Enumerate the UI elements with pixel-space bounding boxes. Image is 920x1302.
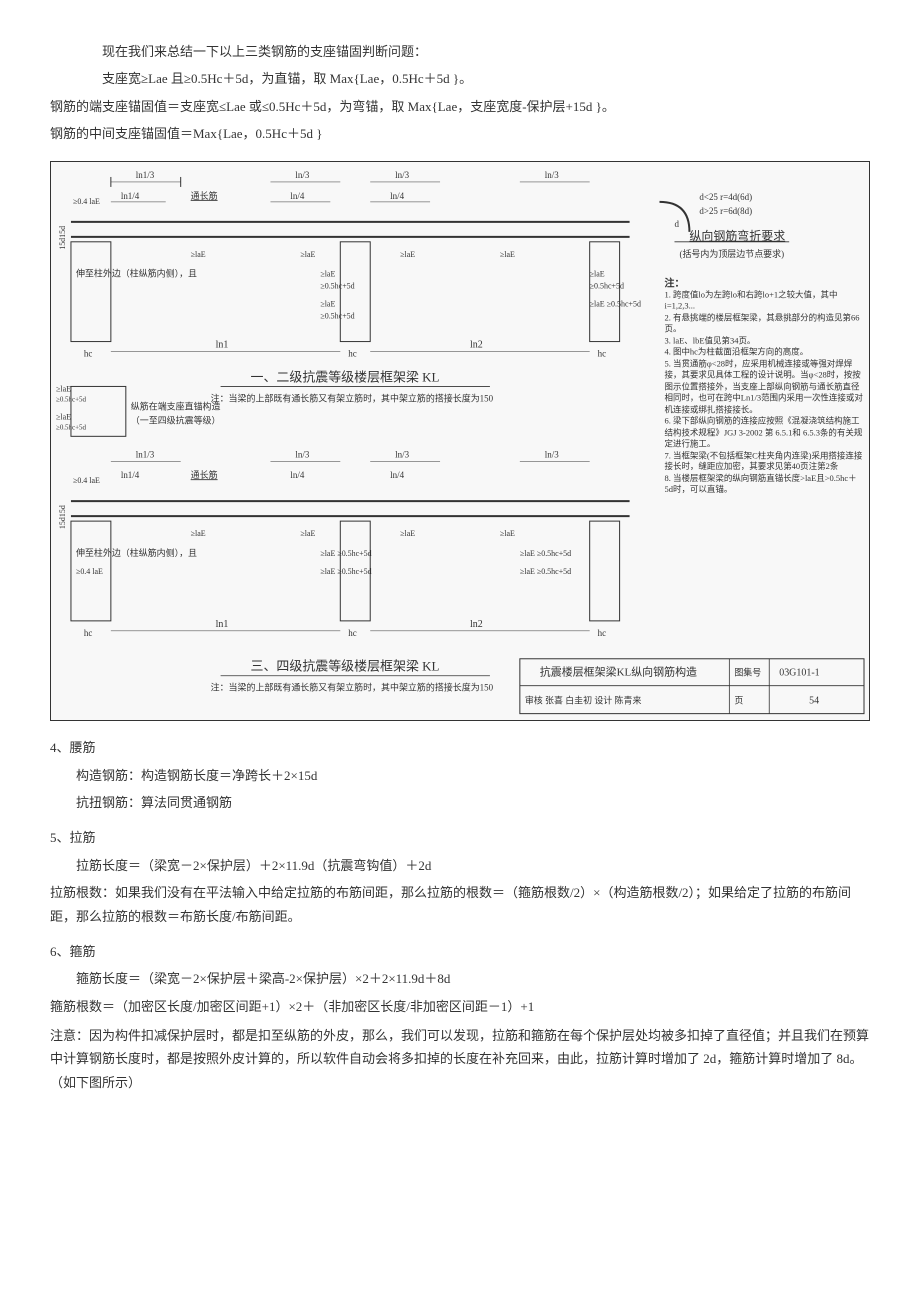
svg-text:(括号内为顶层边节点要求): (括号内为顶层边节点要求) (679, 247, 784, 258)
svg-text:≥0.4 laE: ≥0.4 laE (73, 196, 100, 205)
svg-text:通长筋: 通长筋 (191, 189, 218, 200)
svg-text:d: d (674, 218, 679, 228)
section5-line2: 拉筋根数：如果我们没有在平法输入中给定拉筋的布筋间距，那么拉筋的根数＝（箍筋根数… (50, 881, 870, 928)
svg-text:≥laE ≥0.5hc+5d: ≥laE ≥0.5hc+5d (520, 549, 571, 558)
section5-heading: 5、拉筋 (50, 826, 870, 849)
svg-text:ln/3: ln/3 (545, 449, 559, 459)
intro-line3: 钢筋的端支座锚固值＝支座宽≤Lae 或≤0.5Hc＋5d，为弯锚，取 Max{L… (50, 95, 870, 118)
section4-heading: 4、腰筋 (50, 736, 870, 759)
svg-text:ln/3: ln/3 (395, 449, 409, 459)
svg-text:15d: 15d (58, 505, 67, 517)
svg-text:一、二级抗震等级楼层框架梁 KL: 一、二级抗震等级楼层框架梁 KL (251, 369, 440, 384)
section6-note: 注意：因为构件扣减保护层时，都是扣至纵筋的外皮，那么，我们可以发现，拉筋和箍筋在… (50, 1024, 870, 1094)
svg-text:三、四级抗震等级楼层框架梁 KL: 三、四级抗震等级楼层框架梁 KL (251, 658, 440, 673)
svg-text:d<25 r=4d(6d): d<25 r=4d(6d) (699, 191, 752, 201)
svg-text:（一至四级抗震等级）: （一至四级抗震等级） (131, 414, 221, 425)
svg-text:≥0.4 laE: ≥0.4 laE (76, 567, 103, 576)
svg-text:ln1: ln1 (216, 339, 229, 350)
section5-line1: 拉筋长度＝（梁宽－2×保护层）＋2×11.9d（抗震弯钩值）＋2d (50, 854, 870, 877)
svg-text:注：: 注： (664, 276, 684, 289)
svg-text:15d: 15d (58, 237, 67, 249)
svg-text:hc: hc (348, 348, 356, 358)
svg-text:≥laE: ≥laE (590, 269, 605, 278)
svg-text:ln1/4: ln1/4 (121, 470, 140, 480)
svg-text:ln2: ln2 (470, 618, 483, 629)
svg-text:ln/4: ln/4 (290, 190, 304, 200)
svg-text:ln/4: ln/4 (390, 470, 404, 480)
svg-text:≥laE: ≥laE (500, 529, 515, 538)
svg-text:54: 54 (809, 695, 819, 706)
svg-text:ln/4: ln/4 (390, 190, 404, 200)
svg-text:纵筋在端支座直锚构造: 纵筋在端支座直锚构造 (131, 400, 221, 411)
engineering-diagram: ln1/3 ln/3 ln/3 ln/3 ≥0.4 laE ln1/4 通长筋 … (50, 161, 870, 722)
svg-text:15d: 15d (58, 225, 67, 237)
svg-text:抗震楼层框架梁KL纵向钢筋构造: 抗震楼层框架梁KL纵向钢筋构造 (540, 664, 697, 678)
svg-text:≥0.5hc+5d: ≥0.5hc+5d (56, 423, 87, 431)
svg-text:纵向钢筋弯折要求: 纵向钢筋弯折要求 (689, 227, 785, 242)
svg-text:≥0.5hc+5d: ≥0.5hc+5d (56, 395, 87, 403)
section6-line1: 箍筋长度＝（梁宽－2×保护层＋梁高-2×保护层）×2＋2×11.9d＋8d (50, 967, 870, 990)
section4-line2: 抗扭钢筋：算法同贯通钢筋 (50, 791, 870, 814)
svg-text:审核 张喜 白圭初 设计 陈青来: 审核 张喜 白圭初 设计 陈青来 (525, 694, 642, 705)
intro-line1: 现在我们来总结一下以上三类钢筋的支座锚固判断问题： (50, 40, 870, 63)
svg-text:注：当梁的上部既有通长筋又有架立筋时，其中架立筋的搭接长度为: 注：当梁的上部既有通长筋又有架立筋时，其中架立筋的搭接长度为150 (211, 392, 494, 403)
svg-text:hc: hc (84, 627, 92, 637)
svg-text:ln1/3: ln1/3 (136, 170, 155, 180)
svg-text:ln1/4: ln1/4 (121, 190, 140, 200)
section6-line2: 箍筋根数＝（加密区长度/加密区间距+1）×2＋（非加密区长度/非加密区间距－1）… (50, 995, 870, 1018)
svg-text:≥0.5hc+5d: ≥0.5hc+5d (590, 281, 624, 290)
svg-text:ln/3: ln/3 (545, 170, 559, 180)
svg-text:15d: 15d (58, 517, 67, 529)
svg-text:≥laE ≥0.5hc+5d: ≥laE ≥0.5hc+5d (520, 567, 571, 576)
svg-text:≥laE: ≥laE (400, 249, 415, 258)
svg-text:≥0.5hc+5d: ≥0.5hc+5d (320, 311, 354, 320)
svg-text:≥laE: ≥laE (56, 412, 71, 421)
svg-text:伸至柱外边（柱纵筋内侧），且: 伸至柱外边（柱纵筋内侧），且 (76, 547, 197, 558)
svg-text:页: 页 (734, 695, 743, 705)
svg-text:≥laE: ≥laE (300, 529, 315, 538)
section4-line1: 构造钢筋：构造钢筋长度＝净跨长＋2×15d (50, 764, 870, 787)
svg-text:≥laE: ≥laE (320, 269, 335, 278)
svg-text:hc: hc (598, 627, 606, 637)
svg-text:≥laE: ≥laE (320, 299, 335, 308)
svg-text:注：当梁的上部既有通长筋又有架立筋时，其中架立筋的搭接长度为: 注：当梁的上部既有通长筋又有架立筋时，其中架立筋的搭接长度为150 (211, 681, 494, 692)
svg-text:hc: hc (598, 348, 606, 358)
svg-text:d>25 r=6d(8d): d>25 r=6d(8d) (699, 205, 752, 215)
svg-text:≥0.5hc+5d: ≥0.5hc+5d (320, 281, 354, 290)
svg-text:hc: hc (348, 627, 356, 637)
svg-text:≥laE: ≥laE (191, 529, 206, 538)
svg-text:≥0.4 laE: ≥0.4 laE (73, 476, 100, 485)
diagram-svg: ln1/3 ln/3 ln/3 ln/3 ≥0.4 laE ln1/4 通长筋 … (51, 162, 869, 721)
svg-text:≥laE: ≥laE (500, 249, 515, 258)
svg-text:ln/4: ln/4 (290, 470, 304, 480)
svg-text:≥laE: ≥laE (56, 384, 71, 393)
svg-text:≥laE ≥0.5hc+5d: ≥laE ≥0.5hc+5d (320, 567, 371, 576)
section6-heading: 6、箍筋 (50, 940, 870, 963)
svg-text:ln/3: ln/3 (295, 449, 309, 459)
intro-line4: 钢筋的中间支座锚固值＝Max{Lae，0.5Hc＋5d } (50, 122, 870, 145)
svg-text:≥laE: ≥laE (300, 249, 315, 258)
svg-text:≥laE ≥0.5hc+5d: ≥laE ≥0.5hc+5d (320, 549, 371, 558)
svg-text:通长筋: 通长筋 (191, 469, 218, 480)
svg-text:ln1: ln1 (216, 618, 229, 629)
svg-text:≥laE ≥0.5hc+5d: ≥laE ≥0.5hc+5d (590, 299, 641, 308)
svg-text:伸至柱外边（柱纵筋内侧），且: 伸至柱外边（柱纵筋内侧），且 (76, 267, 197, 278)
svg-text:ln/3: ln/3 (295, 170, 309, 180)
svg-text:≥laE: ≥laE (400, 529, 415, 538)
svg-text:ln/3: ln/3 (395, 170, 409, 180)
svg-text:ln1/3: ln1/3 (136, 449, 155, 459)
intro-line2: 支座宽≥Lae 且≥0.5Hc＋5d，为直锚，取 Max{Lae，0.5Hc＋5… (50, 67, 870, 90)
svg-text:≥laE: ≥laE (191, 249, 206, 258)
svg-text:hc: hc (84, 348, 92, 358)
svg-text:图集号: 图集号 (734, 666, 761, 677)
svg-text:03G101-1: 03G101-1 (779, 667, 819, 678)
svg-text:ln2: ln2 (470, 339, 483, 350)
